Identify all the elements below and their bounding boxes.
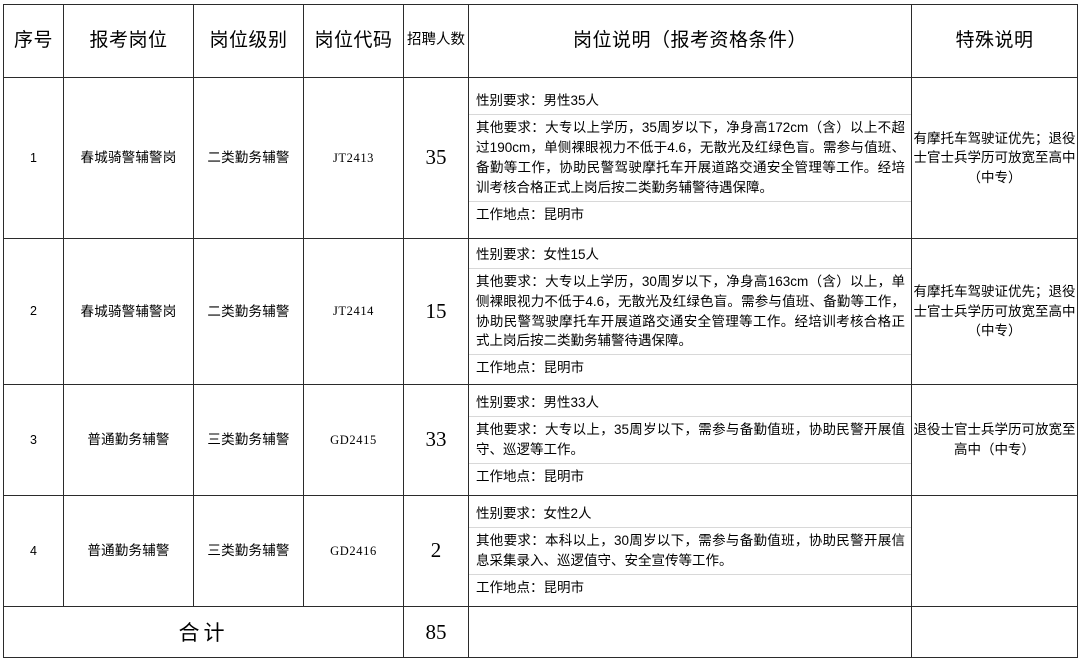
row-level: 三类勤务辅警	[193, 495, 304, 607]
row-index: 3	[3, 384, 64, 496]
row-description: 性别要求：男性35人 其他要求：大专以上学历，35周岁以下，净身高172cm（含…	[468, 77, 912, 239]
description-other: 其他要求：本科以上，30周岁以下，需参与备勤值班，协助民警开展信息采集录入、巡逻…	[469, 528, 911, 575]
row-note: 退役士官士兵学历可放宽至高中（中专）	[911, 384, 1078, 496]
total-row: 合计 85	[3, 606, 1078, 658]
description-gender: 性别要求：男性33人	[469, 390, 911, 418]
description-location: 工作地点：昆明市	[476, 360, 584, 376]
description-location: 工作地点：昆明市	[476, 468, 584, 484]
description-location: 工作地点：昆明市	[476, 206, 584, 222]
description-gender: 性别要求：男性35人	[469, 88, 911, 116]
column-header-note: 特殊说明	[911, 4, 1078, 78]
table-row: 3 普通勤务辅警 三类勤务辅警 GD2415 33 性别要求：男性33人 其他要…	[3, 384, 1078, 496]
row-note: 有摩托车驾驶证优先；退役士官士兵学历可放宽至高中（中专）	[911, 238, 1078, 385]
row-index: 1	[3, 77, 64, 239]
table-row: 4 普通勤务辅警 三类勤务辅警 GD2416 2 性别要求：女性2人 其他要求：…	[3, 495, 1078, 607]
row-description: 性别要求：女性15人 其他要求：大专以上学历，30周岁以下，净身高163cm（含…	[468, 238, 912, 385]
row-count: 2	[403, 495, 469, 607]
row-code: GD2416	[303, 495, 404, 607]
row-level: 二类勤务辅警	[193, 238, 304, 385]
description-other: 其他要求：大专以上学历，30周岁以下，净身高163cm（含）以上，单侧裸眼视力不…	[469, 269, 911, 356]
row-post: 普通勤务辅警	[63, 384, 194, 496]
row-count: 15	[403, 238, 469, 385]
column-header-description: 岗位说明（报考资格条件）	[468, 4, 912, 78]
row-note: 有摩托车驾驶证优先；退役士官士兵学历可放宽至高中（中专）	[911, 77, 1078, 239]
row-post: 春城骑警辅警岗	[63, 238, 194, 385]
row-count: 35	[403, 77, 469, 239]
row-post: 普通勤务辅警	[63, 495, 194, 607]
row-description: 性别要求：男性33人 其他要求：大专以上，35周岁以下，需参与备勤值班，协助民警…	[468, 384, 912, 496]
description-location: 工作地点：昆明市	[476, 579, 584, 595]
description-other: 其他要求：大专以上，35周岁以下，需参与备勤值班，协助民警开展值守、巡逻等工作。	[469, 417, 911, 464]
total-note	[911, 606, 1078, 658]
column-header-index: 序号	[3, 4, 64, 78]
description-other: 其他要求：大专以上学历，35周岁以下，净身高172cm（含）以上不超过190cm…	[469, 115, 911, 202]
table-row: 1 春城骑警辅警岗 二类勤务辅警 JT2413 35 性别要求：男性35人 其他…	[3, 77, 1078, 239]
column-header-level: 岗位级别	[193, 4, 304, 78]
column-header-code: 岗位代码	[303, 4, 404, 78]
row-index: 4	[3, 495, 64, 607]
row-description: 性别要求：女性2人 其他要求：本科以上，30周岁以下，需参与备勤值班，协助民警开…	[468, 495, 912, 607]
row-code: JT2414	[303, 238, 404, 385]
row-index: 2	[3, 238, 64, 385]
row-level: 三类勤务辅警	[193, 384, 304, 496]
total-description	[468, 606, 912, 658]
row-level: 二类勤务辅警	[193, 77, 304, 239]
row-code: JT2413	[303, 77, 404, 239]
description-gender: 性别要求：女性15人	[469, 242, 911, 269]
description-gender: 性别要求：女性2人	[469, 501, 911, 529]
total-label: 合计	[3, 606, 404, 658]
row-post: 春城骑警辅警岗	[63, 77, 194, 239]
row-code: GD2415	[303, 384, 404, 496]
table-row: 2 春城骑警辅警岗 二类勤务辅警 JT2414 15 性别要求：女性15人 其他…	[3, 238, 1078, 385]
row-count: 33	[403, 384, 469, 496]
recruitment-table: 序号 报考岗位 岗位级别 岗位代码 招聘人数 岗位说明（报考资格条件） 特殊说明…	[3, 4, 1078, 658]
row-note	[911, 495, 1078, 607]
table-header-row: 序号 报考岗位 岗位级别 岗位代码 招聘人数 岗位说明（报考资格条件） 特殊说明	[3, 4, 1078, 78]
total-count: 85	[403, 606, 469, 658]
column-header-post: 报考岗位	[63, 4, 194, 78]
column-header-count: 招聘人数	[403, 4, 469, 78]
